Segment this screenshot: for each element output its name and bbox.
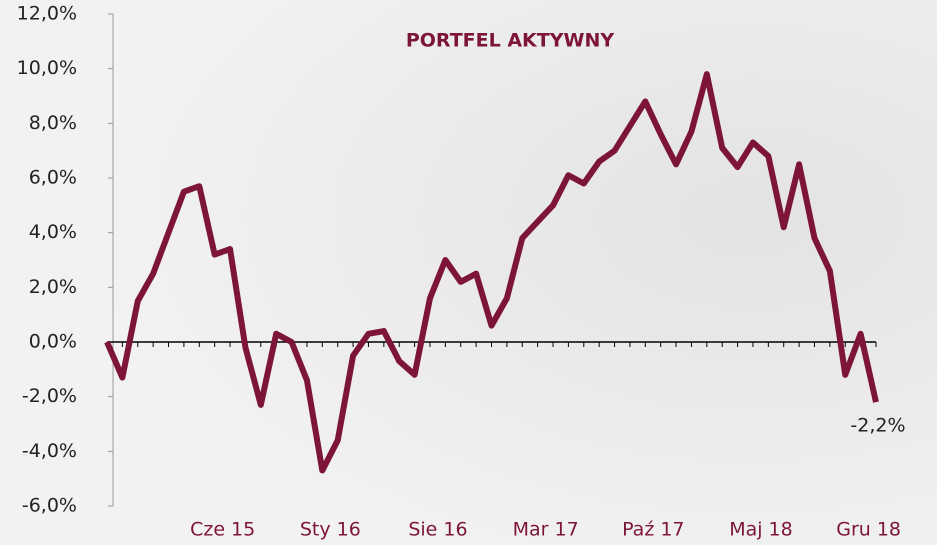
y-tick-label: 4,0% bbox=[29, 221, 77, 243]
y-tick-label: 12,0% bbox=[17, 3, 77, 25]
x-tick-label: Paź 17 bbox=[622, 519, 684, 541]
y-tick-label: 0,0% bbox=[29, 331, 77, 353]
y-tick-label: -6,0% bbox=[22, 495, 77, 517]
y-tick-label: 6,0% bbox=[29, 167, 77, 189]
chart-title: PORTFEL AKTYWNY bbox=[406, 30, 614, 52]
x-tick-label: Gru 18 bbox=[836, 519, 901, 541]
x-tick-label: Mar 17 bbox=[513, 519, 579, 541]
y-tick-label: -4,0% bbox=[22, 440, 77, 462]
data-label: -2,2% bbox=[850, 415, 905, 437]
y-tick-label: 10,0% bbox=[17, 57, 77, 79]
x-tick-label: Maj 18 bbox=[729, 519, 793, 541]
x-tick-label: Sie 16 bbox=[408, 519, 467, 541]
x-tick-label: Sty 16 bbox=[300, 519, 361, 541]
line bbox=[104, 71, 879, 474]
x-tick-label: Cze 15 bbox=[190, 519, 255, 541]
y-tick-label: -2,0% bbox=[22, 385, 77, 407]
y-tick-label: 2,0% bbox=[29, 276, 77, 298]
y-tick-label: 8,0% bbox=[29, 112, 77, 134]
